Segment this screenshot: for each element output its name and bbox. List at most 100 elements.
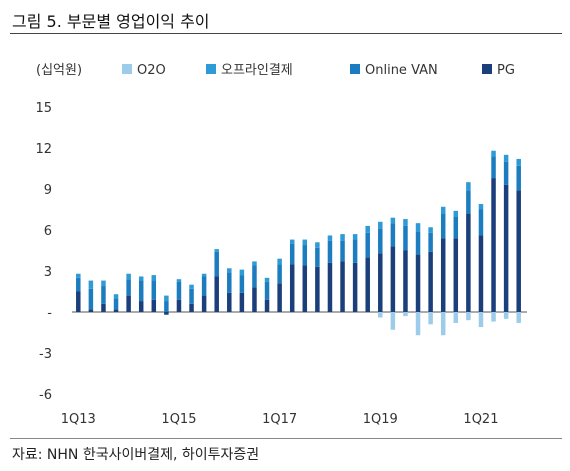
y-tick-label: 9 — [44, 183, 52, 198]
y-tick-label: -3 — [39, 347, 52, 362]
bar-segment-online-van — [365, 232, 370, 258]
y-tick-label: 15 — [35, 101, 52, 116]
x-tick-label: 1Q13 — [61, 412, 96, 427]
bar-segment-pg — [151, 299, 157, 312]
bar-segment-online-van — [440, 213, 446, 239]
bar-segment-offline — [516, 158, 521, 166]
y-tick-label: -6 — [39, 388, 52, 403]
legend: O2O 오프라인결제 Online VAN PG — [122, 63, 515, 78]
bar-segment-o2o — [403, 312, 408, 317]
bar-segment-online-van — [88, 288, 94, 310]
bar-segment-online-van — [403, 225, 408, 251]
bar-segment-pg — [403, 250, 408, 312]
bar-segment-pg — [491, 178, 496, 312]
bar-segment-pg — [453, 238, 459, 312]
bar-segment-pg — [88, 309, 94, 312]
bar-segment-pg — [201, 295, 207, 312]
bar-segment-pg — [390, 246, 396, 312]
stacked-bar-chart: (십억원) O2O 오프라인결제 Online VAN PG 15 12 9 6 3 - -3 -6… — [35, 63, 527, 427]
bar-segment-pg — [227, 292, 232, 312]
bar-segment-pg — [138, 301, 144, 312]
bar-segment-offline — [138, 276, 144, 281]
bar-segment-pg — [365, 257, 370, 312]
bar-segment-offline — [466, 182, 471, 191]
bar-segment-offline — [264, 277, 270, 282]
bar-segment-pg — [113, 309, 119, 312]
bar-segment-online-van — [327, 240, 333, 263]
x-tick-label: 1Q19 — [363, 412, 398, 427]
bar-segment-offline — [503, 154, 509, 162]
bar-segment-online-van — [76, 277, 81, 292]
bar-segment-pg — [302, 265, 308, 312]
bar-segment-pg — [516, 190, 521, 312]
bar-segment-offline — [239, 269, 245, 276]
bar-segment-pg — [428, 251, 433, 312]
bar-segment-online-van — [189, 288, 194, 304]
bar-segment-pg — [415, 254, 421, 312]
bar-segment-pg — [315, 266, 320, 312]
bar-segment-o2o — [503, 312, 509, 319]
bar-segment-offline — [378, 221, 383, 229]
bar-segment-offline — [340, 234, 345, 241]
bar-segment-online-van — [201, 276, 207, 296]
x-tick-label: 1Q15 — [161, 412, 196, 427]
bar-segment-online-van — [503, 161, 509, 185]
bar-segment-offline — [201, 273, 207, 277]
bar-segment-pg — [164, 312, 169, 315]
chart-title: 그림 5. 부문별 영업이익 추이 — [12, 12, 210, 31]
source-note: 자료: NHN 한국사이버결제, 하이투자증권 — [12, 447, 260, 463]
bar-segment-pg — [239, 292, 245, 312]
bar-segment-pg — [126, 295, 131, 312]
bar-segment-pg — [176, 299, 182, 312]
bar-segment-o2o — [428, 312, 433, 325]
bar-segment-online-van — [113, 298, 119, 310]
bar-segment-offline — [189, 284, 194, 289]
bar-segment-online-van — [478, 209, 484, 236]
bar-segment-pg — [327, 262, 333, 312]
bar-segment-offline — [302, 239, 308, 246]
bar-segment-online-van — [214, 251, 219, 277]
bar-segment-o2o — [390, 312, 396, 330]
bar-segment-online-van — [378, 228, 383, 254]
bar-segment-pg — [466, 213, 471, 312]
legend-label: O2O — [137, 63, 166, 78]
bar-segment-o2o — [440, 312, 446, 336]
bar-segment-online-van — [302, 245, 308, 266]
bar-segment-offline — [453, 210, 459, 217]
bar-segment-o2o — [466, 312, 471, 321]
bar-segment-offline — [76, 273, 81, 278]
bar-segment-offline — [390, 217, 396, 224]
bar-segment-offline — [277, 258, 282, 265]
bar-segment-online-van — [352, 239, 358, 263]
bar-segment-offline — [315, 242, 320, 248]
bar-segment-pg — [440, 238, 446, 312]
source-rule — [10, 438, 562, 439]
legend-swatch — [350, 64, 360, 74]
bar-segment-o2o — [516, 312, 521, 323]
x-tick-label: 1Q17 — [262, 412, 297, 427]
y-tick-label: 3 — [44, 265, 52, 280]
bar-segment-offline — [126, 273, 131, 280]
bar-segment-online-van — [176, 281, 182, 300]
bar-segment-offline — [252, 261, 257, 266]
bar-segment-offline — [428, 227, 433, 233]
bar-segment-offline — [88, 280, 94, 289]
bar-segment-offline — [227, 268, 232, 273]
legend-label: 오프라인결제 — [221, 63, 293, 78]
bar-segment-online-van — [277, 264, 282, 284]
legend-swatch — [206, 64, 216, 74]
bar-segment-online-van — [252, 265, 257, 288]
bar-segment-pg — [277, 283, 282, 312]
bar-segment-pg — [101, 303, 106, 312]
bar-segment-pg — [352, 262, 358, 312]
bar-segment-online-van — [340, 240, 345, 262]
bar-segment-online-van — [138, 280, 144, 302]
bar-segment-offline — [491, 150, 496, 157]
y-tick-label: 6 — [44, 224, 52, 239]
bar-segment-o2o — [415, 312, 421, 336]
legend-label: Online VAN — [365, 63, 438, 78]
x-axis: 1Q13 1Q15 1Q17 1Q19 1Q21 — [61, 412, 499, 427]
bar-segment-offline — [289, 239, 295, 244]
bar-segment-offline — [352, 234, 358, 240]
bar-segment-offline — [176, 279, 182, 282]
